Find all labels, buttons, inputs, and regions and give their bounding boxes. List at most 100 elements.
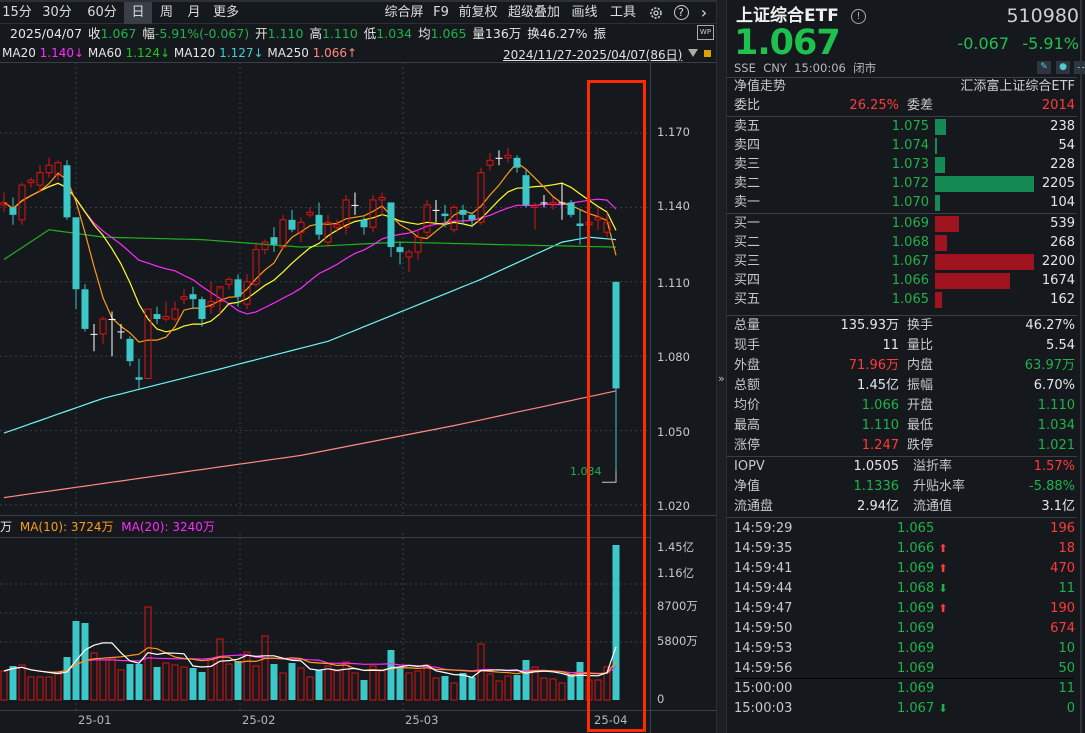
volume-bar[interactable] — [90, 652, 98, 701]
volume-bar[interactable] — [54, 671, 62, 701]
volume-bar[interactable] — [45, 676, 53, 701]
volume-bar[interactable] — [252, 665, 260, 701]
bid-row[interactable]: 买二 1.068 268 — [727, 233, 1077, 253]
period-15min-tab[interactable]: 15分 — [2, 5, 32, 20]
candle[interactable] — [81, 284, 89, 332]
volume-bar[interactable] — [108, 657, 116, 701]
period-30min-tab[interactable]: 30分 — [42, 5, 72, 20]
candle[interactable] — [594, 207, 602, 230]
candle[interactable] — [180, 289, 188, 305]
candle[interactable] — [567, 199, 575, 218]
lock-icon[interactable] — [704, 50, 711, 57]
candle[interactable] — [288, 209, 296, 233]
volume-bar[interactable] — [504, 675, 512, 701]
candle[interactable] — [387, 202, 395, 257]
candle[interactable] — [414, 229, 422, 260]
volume-bar[interactable] — [414, 670, 422, 701]
candle[interactable] — [612, 281, 620, 471]
chevron-right-icon[interactable]: › — [700, 3, 708, 22]
volume-bar[interactable] — [441, 676, 449, 700]
ask-row[interactable]: 卖五 1.075 238 — [727, 117, 1077, 137]
volume-bar[interactable] — [468, 677, 476, 700]
candle[interactable] — [99, 316, 107, 344]
candle[interactable] — [252, 242, 260, 287]
candle[interactable] — [369, 195, 377, 233]
volume-bar[interactable] — [387, 650, 395, 700]
volume-bar[interactable] — [612, 545, 620, 700]
volume-bar[interactable] — [477, 643, 485, 701]
candle[interactable] — [576, 209, 584, 245]
range-dropdown-icon[interactable] — [688, 49, 698, 57]
edit-icon[interactable]: ✎ — [1037, 61, 1051, 74]
volume-bar[interactable] — [189, 668, 197, 700]
period-day-tab[interactable]: 日 — [124, 2, 152, 24]
candle[interactable] — [423, 199, 431, 238]
volume-bar[interactable] — [306, 676, 314, 701]
volume-bar[interactable] — [99, 659, 107, 701]
candle[interactable] — [225, 276, 233, 290]
candle[interactable] — [18, 182, 26, 225]
candle[interactable] — [477, 167, 485, 225]
volume-bar[interactable] — [117, 669, 125, 701]
period-month-tab[interactable]: 月 — [187, 5, 201, 20]
volume-bar[interactable] — [522, 660, 530, 700]
volume-bar[interactable] — [423, 664, 431, 701]
candle[interactable] — [72, 217, 80, 310]
volume-bar[interactable] — [315, 670, 323, 700]
period-week-tab[interactable]: 周 — [159, 5, 173, 20]
draw-line-button[interactable]: 画线 — [571, 5, 598, 20]
ask-row[interactable]: 卖二 1.072 2205 — [727, 174, 1077, 194]
volume-bar[interactable] — [531, 666, 539, 701]
candle[interactable] — [405, 249, 413, 272]
volume-bar[interactable] — [198, 672, 206, 700]
volume-bar[interactable] — [513, 675, 521, 700]
volume-bar[interactable] — [549, 678, 557, 701]
candle[interactable] — [54, 160, 62, 181]
candle[interactable] — [315, 202, 323, 240]
nav-trend-row[interactable]: 净值走势 汇添富上证综合ETF — [727, 77, 1077, 97]
volume-bar[interactable] — [216, 638, 224, 701]
volume-bar[interactable] — [243, 651, 251, 701]
candle[interactable] — [243, 274, 251, 310]
volume-bar[interactable] — [540, 677, 548, 701]
scrollbar[interactable] — [1080, 0, 1082, 733]
volume-bar[interactable] — [324, 665, 332, 701]
help-icon[interactable]: ? — [670, 2, 692, 24]
volume-bar[interactable] — [486, 673, 494, 701]
candle[interactable] — [216, 286, 224, 315]
volume-bar[interactable] — [135, 664, 143, 700]
volume-bar[interactable] — [594, 679, 602, 701]
candle[interactable] — [306, 207, 314, 218]
volume-bar[interactable] — [0, 670, 8, 701]
volume-bar[interactable] — [360, 680, 368, 700]
candle[interactable] — [171, 301, 179, 322]
date-range-selector[interactable]: 2024/11/27-2025/04/07(86日) — [503, 48, 683, 62]
volume-bar[interactable] — [369, 665, 377, 701]
candle[interactable] — [450, 204, 458, 233]
candle[interactable] — [135, 358, 143, 389]
tools-button[interactable]: 工具 — [609, 5, 636, 20]
candle[interactable] — [459, 204, 467, 225]
candle[interactable] — [234, 274, 242, 307]
candle[interactable] — [351, 192, 359, 215]
candle[interactable] — [333, 219, 341, 233]
gear-icon[interactable] — [644, 2, 668, 24]
candle[interactable] — [126, 336, 134, 367]
candle[interactable] — [90, 323, 98, 352]
ask-row[interactable]: 卖三 1.073 228 — [727, 155, 1077, 175]
volume-bar[interactable] — [18, 664, 26, 701]
volume-bar[interactable] — [162, 662, 170, 701]
volume-bar[interactable] — [495, 680, 503, 701]
bell-icon[interactable]: ● — [1056, 61, 1070, 74]
candle[interactable] — [153, 306, 161, 324]
volume-bar[interactable] — [603, 666, 611, 701]
candle[interactable] — [27, 177, 35, 188]
info-icon[interactable]: ! — [851, 9, 866, 24]
f9-button[interactable]: F9 — [433, 5, 449, 20]
candle[interactable] — [495, 150, 503, 166]
candle[interactable] — [342, 195, 350, 235]
candle[interactable] — [378, 192, 386, 215]
volume-bar[interactable] — [450, 682, 458, 701]
forward-adjust-button[interactable]: 前复权 — [458, 5, 498, 20]
candle[interactable] — [36, 165, 44, 193]
